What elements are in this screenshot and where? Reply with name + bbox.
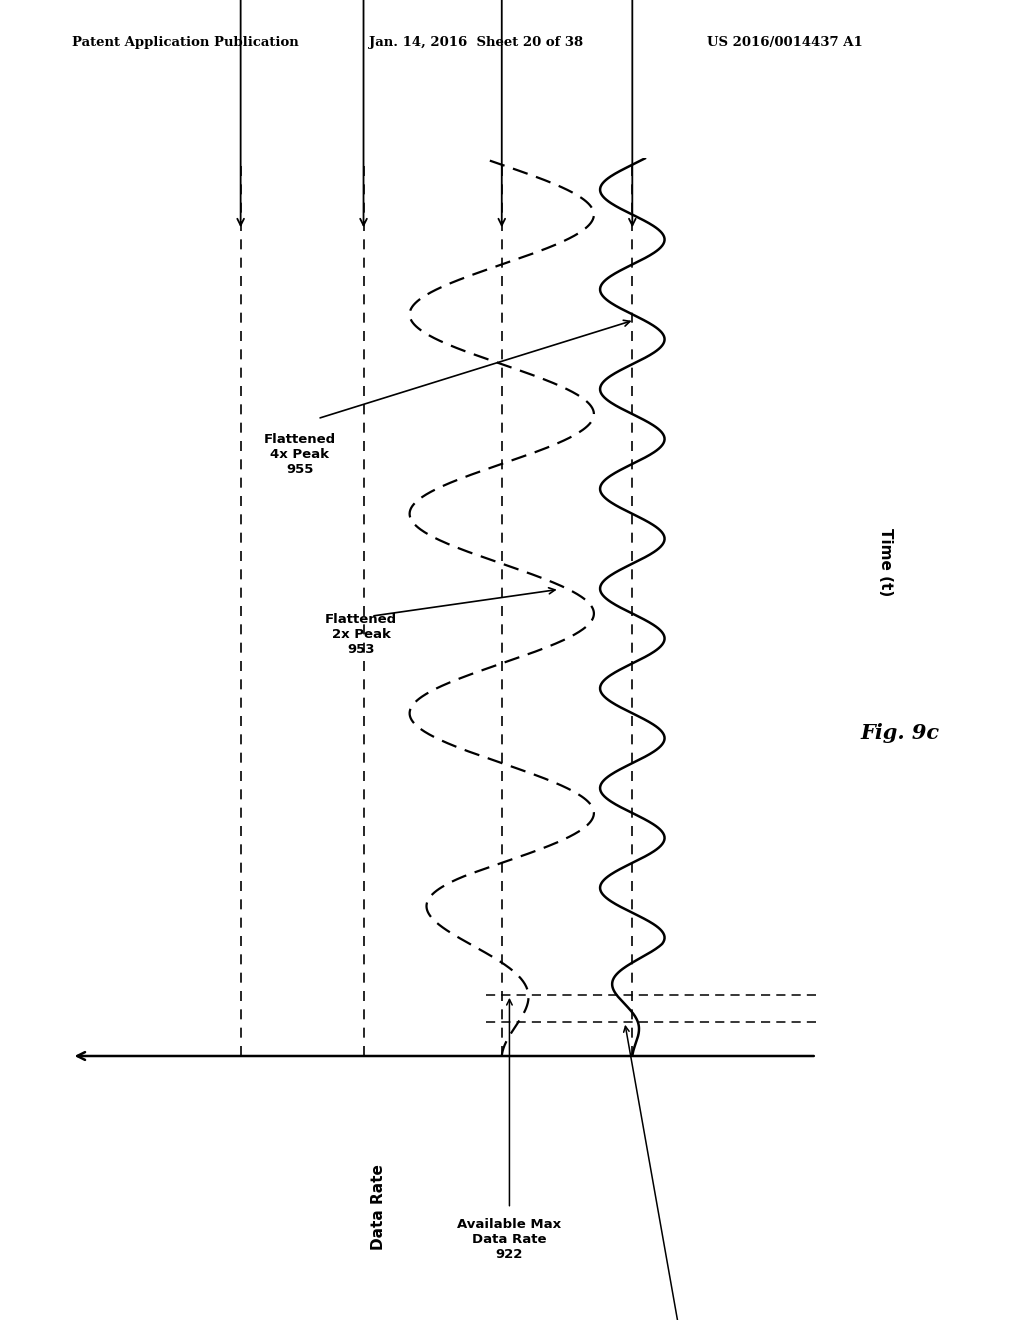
Text: Data Rate: Data Rate	[372, 1164, 386, 1250]
Text: Time (t): Time (t)	[879, 528, 893, 597]
Text: Flattened
2x Peak
953: Flattened 2x Peak 953	[326, 612, 397, 656]
Text: Fig. 9c: Fig. 9c	[860, 723, 939, 743]
Text: Patent Application Publication: Patent Application Publication	[72, 36, 298, 49]
Text: US 2016/0014437 A1: US 2016/0014437 A1	[707, 36, 862, 49]
Text: Jan. 14, 2016  Sheet 20 of 38: Jan. 14, 2016 Sheet 20 of 38	[369, 36, 583, 49]
Text: Available Max
Data Rate
922: Available Max Data Rate 922	[458, 1217, 561, 1261]
Text: Flattened
4x Peak
955: Flattened 4x Peak 955	[264, 433, 336, 477]
